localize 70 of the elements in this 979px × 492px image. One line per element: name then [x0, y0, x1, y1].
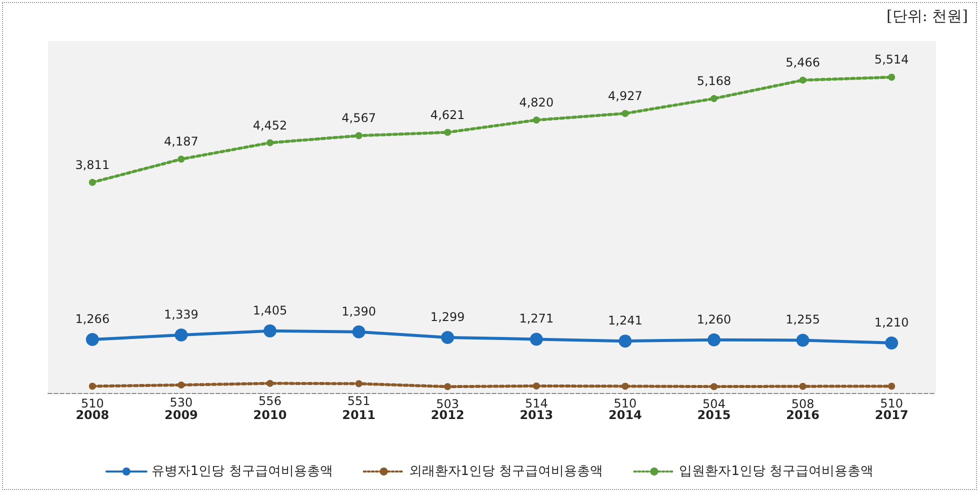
point	[618, 334, 632, 348]
x-tick-label: 2009	[164, 408, 198, 422]
point	[799, 76, 806, 84]
point	[88, 382, 96, 390]
point	[264, 324, 276, 338]
data-label: 4,567	[342, 111, 376, 126]
data-label: 514	[524, 396, 548, 410]
data-label: 1,405	[252, 303, 288, 318]
data-label: 530	[170, 395, 193, 410]
data-label: 5,514	[874, 52, 909, 67]
data-label: 510	[880, 396, 904, 411]
point	[888, 382, 896, 390]
x-tick-label: 2010	[253, 408, 287, 422]
x-tick-label: 2016	[786, 408, 820, 422]
data-label: 1,339	[164, 308, 198, 322]
point	[799, 382, 806, 390]
data-label: 1,271	[519, 312, 554, 326]
data-label: 1,299	[430, 310, 465, 324]
point	[530, 332, 543, 346]
data-label: 4,452	[252, 118, 288, 132]
point	[444, 128, 452, 136]
legend-label: 입원환자1인당 청구급여비용총액	[679, 464, 874, 479]
point	[88, 178, 96, 186]
data-label: 4,927	[608, 88, 642, 103]
data-label: 3,811	[75, 158, 110, 172]
data-label: 556	[258, 394, 282, 408]
legend-label: 유병자1인당 청구급여비용총액	[151, 464, 333, 479]
point	[532, 116, 540, 124]
point	[708, 333, 720, 346]
data-label: 4,187	[164, 134, 198, 149]
point	[86, 333, 99, 346]
data-label: 5,168	[696, 74, 732, 88]
point	[352, 325, 366, 338]
data-label: 1,255	[786, 312, 820, 327]
point	[178, 381, 185, 388]
data-label: 4,621	[430, 108, 465, 122]
x-tick-label: 2017	[874, 408, 908, 422]
point	[710, 383, 718, 390]
data-label: 510	[614, 396, 637, 411]
data-label: 1,260	[696, 312, 732, 326]
data-label: 4,820	[519, 96, 554, 110]
point	[796, 334, 810, 347]
point	[622, 382, 629, 390]
data-label: 1,210	[874, 315, 909, 330]
point	[355, 132, 362, 140]
point	[444, 383, 452, 390]
point	[532, 382, 540, 390]
point	[441, 330, 454, 344]
data-label: 1,266	[75, 312, 110, 326]
point	[266, 139, 274, 146]
point	[888, 74, 896, 81]
x-tick-label: 2008	[76, 408, 110, 422]
x-tick-label: 2013	[520, 408, 554, 422]
point	[355, 380, 362, 388]
data-label: 510	[80, 396, 104, 411]
point	[885, 336, 898, 350]
point	[710, 95, 718, 102]
data-label: 551	[347, 394, 370, 408]
point	[178, 156, 185, 163]
data-label: 508	[791, 396, 814, 411]
data-label: 5,466	[786, 56, 820, 70]
data-label: 1,241	[608, 314, 642, 328]
point	[622, 110, 629, 117]
point	[266, 380, 274, 387]
text: [단위: 천원]	[886, 7, 968, 26]
legend-label: 외래환자1인당 청구급여비용총액	[408, 464, 604, 479]
data-label: 1,390	[342, 304, 376, 318]
x-tick-label: 2011	[342, 408, 376, 422]
point	[174, 328, 188, 342]
x-tick-label: 2014	[608, 408, 642, 422]
